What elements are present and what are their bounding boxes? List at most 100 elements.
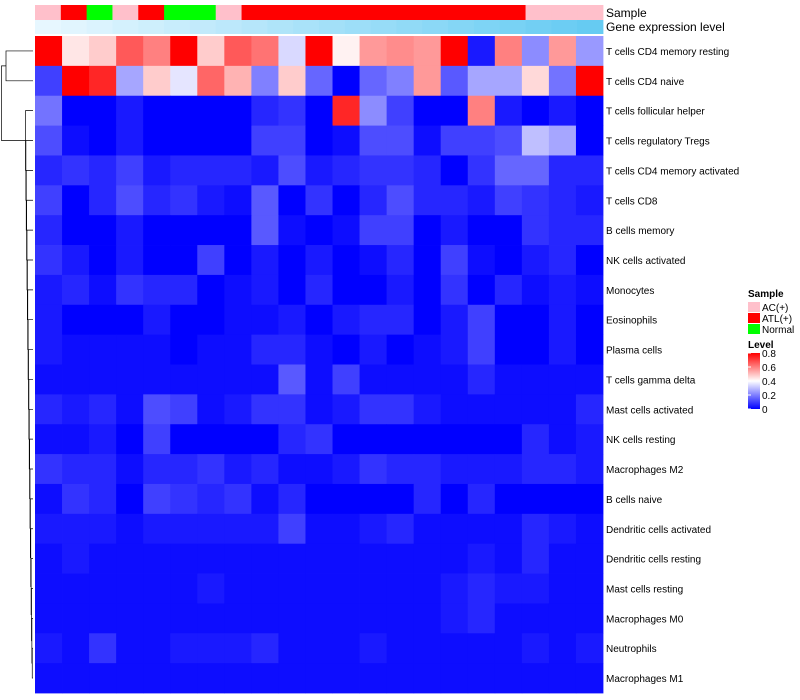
heatmap-cell — [575, 304, 604, 336]
heatmap-cell — [197, 95, 225, 126]
heatmap-cell — [62, 125, 90, 156]
heatmap-cell — [413, 95, 442, 126]
heatmap-cell — [305, 36, 333, 67]
row-label: Eosinophils — [606, 316, 657, 327]
heatmap-cell — [548, 543, 577, 574]
expression-track-label: Gene expression level — [606, 20, 725, 34]
heatmap-cell — [494, 513, 523, 545]
heatmap-cell — [494, 334, 523, 365]
heatmap-cell — [170, 155, 198, 186]
level-legend: Level 0.8 0.6 0.4 0.2 0 — [748, 340, 776, 416]
heatmap-cell — [575, 215, 604, 246]
heatmap-cell — [116, 573, 144, 604]
heatmap-cell — [386, 334, 415, 365]
heatmap-cell — [143, 274, 171, 306]
heatmap-cell — [359, 633, 388, 664]
sample-annotation-cell — [319, 5, 346, 20]
heatmap-cell — [116, 543, 144, 574]
row-label: T cells regulatory Tregs — [606, 137, 710, 148]
expression-annotation-cell — [370, 20, 397, 34]
heatmap-cell — [548, 454, 577, 485]
heatmap-cell — [521, 424, 550, 455]
heatmap-cell — [197, 36, 225, 67]
row-label: NK cells resting — [606, 435, 675, 446]
heatmap-cell — [62, 95, 90, 126]
heatmap-cell — [521, 513, 550, 545]
heatmap-cell — [170, 573, 198, 604]
heatmap-cell — [521, 454, 550, 485]
heatmap-cell — [386, 603, 415, 634]
heatmap-cell — [251, 36, 279, 67]
sample-annotation-track — [35, 5, 604, 20]
heatmap-cell — [197, 424, 225, 455]
heatmap-cell — [224, 424, 252, 455]
heatmap-cell — [251, 364, 279, 395]
heatmap-cell — [35, 155, 63, 186]
heatmap-cell — [143, 185, 171, 216]
heatmap-cell — [89, 185, 117, 216]
heatmap-cell — [116, 155, 144, 186]
heatmap-cell — [386, 633, 415, 664]
expression-annotation-cell — [473, 20, 501, 34]
heatmap-cell — [521, 633, 550, 664]
heatmap-cell — [305, 245, 333, 276]
heatmap-cell — [197, 394, 225, 425]
heatmap-cell — [116, 394, 144, 425]
heatmap-cell — [89, 603, 117, 634]
heatmap-cell — [62, 663, 90, 694]
heatmap-cell — [359, 95, 388, 126]
heatmap-cell — [89, 65, 117, 97]
heatmap-cell — [35, 215, 63, 246]
row-label: T cells gamma delta — [606, 375, 696, 386]
heatmap-cell — [440, 185, 469, 216]
heatmap-cell — [332, 215, 360, 246]
row-label: T cells CD4 memory activated — [606, 166, 739, 177]
sample-legend-label: ATL(+) — [762, 314, 792, 325]
heatmap-cell — [440, 633, 469, 664]
heatmap-cell — [170, 185, 198, 216]
heatmap-cell — [575, 364, 604, 395]
heatmap-cell — [305, 125, 333, 156]
heatmap-cell — [413, 663, 442, 694]
heatmap-cell — [548, 603, 577, 634]
heatmap-cell — [521, 95, 550, 126]
heatmap-cell — [116, 95, 144, 126]
row-label: Plasma cells — [606, 346, 662, 357]
heatmap-cell — [251, 215, 279, 246]
dendrogram-branch — [31, 647, 33, 679]
expression-annotation-cell — [293, 20, 320, 34]
heatmap-cell — [224, 663, 252, 694]
heatmap-cell — [278, 155, 306, 186]
heatmap-cell — [386, 513, 415, 545]
heatmap-cell — [467, 95, 496, 126]
heatmap-cell — [35, 394, 63, 425]
expression-annotation-track — [35, 20, 604, 34]
row-label: Dendritic cells resting — [606, 555, 701, 566]
heatmap-cell — [197, 483, 225, 515]
heatmap-cell — [521, 394, 550, 425]
heatmap-cell — [305, 95, 333, 126]
heatmap-cell — [35, 513, 63, 545]
heatmap-cell — [143, 155, 171, 186]
heatmap-cell — [143, 364, 171, 395]
heatmap-cell — [89, 215, 117, 246]
heatmap-cell — [440, 424, 469, 455]
heatmap-cell — [359, 364, 388, 395]
heatmap-cell — [305, 155, 333, 186]
sample-annotation-cell — [551, 5, 578, 20]
row-label: Dendritic cells activated — [606, 525, 711, 536]
sample-annotation-cell — [189, 5, 217, 20]
heatmap-cell — [143, 663, 171, 694]
sample-legend-title: Sample — [748, 289, 784, 300]
heatmap-cell — [440, 543, 469, 574]
sample-annotation-cell — [473, 5, 501, 20]
heatmap-cell — [278, 215, 306, 246]
heatmap-cell — [278, 274, 306, 306]
heatmap-cell — [62, 304, 90, 336]
heatmap-cell — [305, 483, 333, 515]
heatmap-cell — [278, 483, 306, 515]
heatmap-cell — [332, 513, 360, 545]
sample-legend-swatch — [748, 302, 760, 312]
heatmap-cell — [440, 603, 469, 634]
heatmap-cell — [224, 304, 252, 336]
